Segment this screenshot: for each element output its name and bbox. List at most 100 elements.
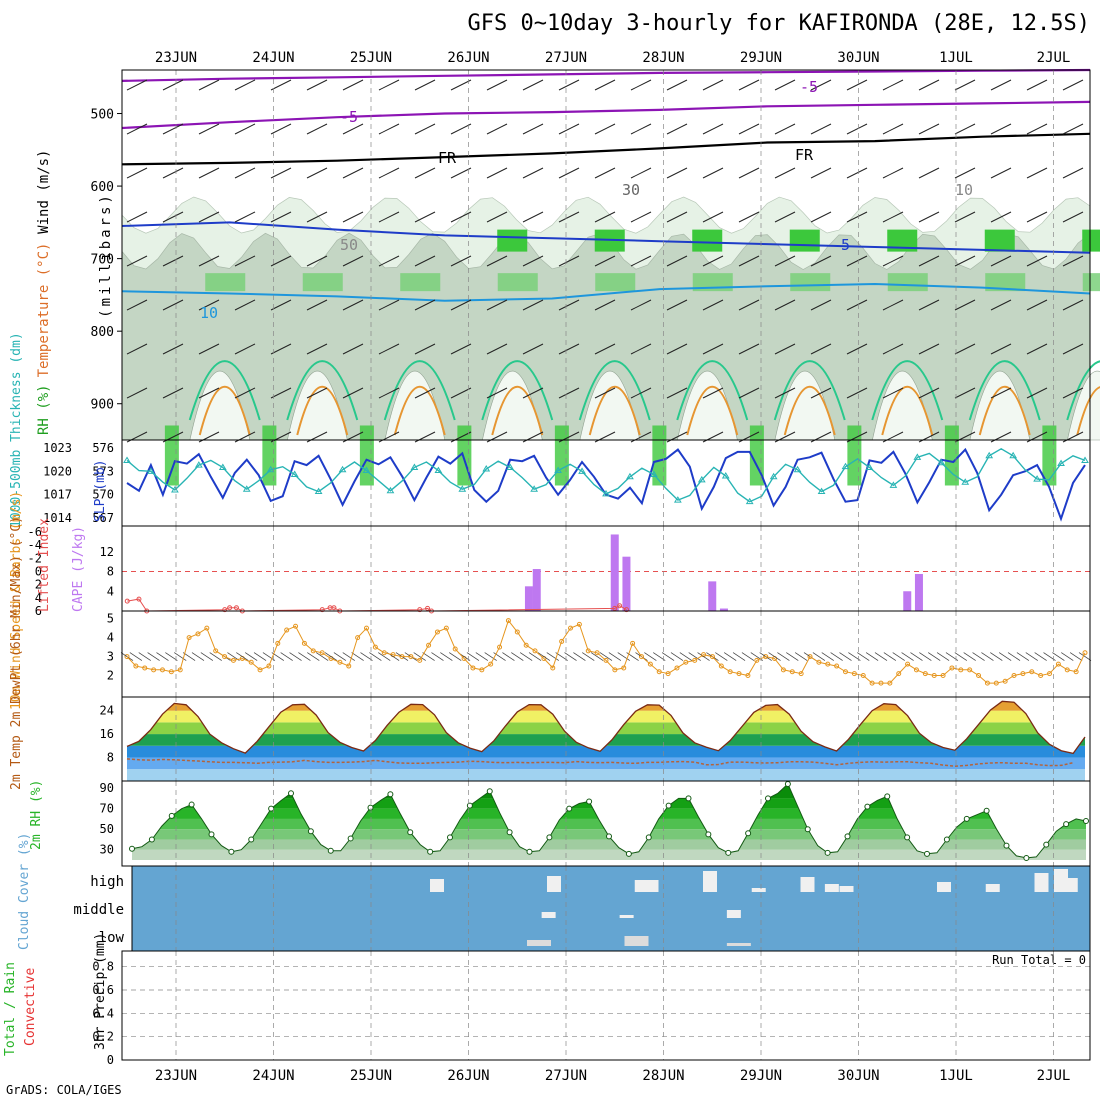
temp-20-contour	[1076, 386, 1100, 436]
rh-point	[745, 830, 752, 837]
wind-barb	[191, 652, 205, 661]
cloud-level-label: middle	[73, 902, 124, 918]
wind-point	[293, 623, 299, 629]
bottom-date-label: 1JUL	[939, 1068, 973, 1084]
wind-barb	[630, 211, 652, 223]
cloud-high-bar	[430, 879, 444, 892]
rh-point	[725, 849, 732, 856]
slp-tick-label: 1020	[43, 464, 72, 478]
wind-point	[505, 618, 511, 624]
temp-10-line	[121, 282, 1091, 302]
thickness-marker	[506, 463, 515, 470]
rh-green-patch	[887, 229, 918, 252]
thickness-marker	[602, 489, 610, 497]
cloud-level-label: low	[99, 930, 125, 946]
temp-15-contour	[188, 360, 261, 421]
wind-point	[576, 621, 582, 627]
wind-point	[718, 663, 724, 669]
wind-barb	[450, 167, 472, 179]
wind-barb	[450, 299, 472, 311]
wind-barb	[270, 387, 292, 399]
wind-barb	[954, 387, 976, 399]
rh-green-patch	[205, 273, 246, 292]
rh-green-patch	[400, 273, 441, 292]
li-point	[623, 607, 629, 613]
cape-bar	[903, 591, 912, 611]
wind-point	[257, 667, 263, 673]
wind-barb	[126, 255, 148, 267]
wind-barb	[270, 299, 292, 311]
wind-barb	[162, 211, 184, 223]
temp-20-contour	[881, 386, 934, 436]
thickness-tick-label: 573	[92, 464, 114, 478]
wind-point	[124, 654, 130, 660]
rh-point	[1023, 854, 1030, 861]
wind-barb	[126, 299, 148, 311]
temp-band	[127, 701, 1085, 711]
wind-barb	[414, 299, 436, 311]
wind-barb	[901, 652, 914, 661]
wind-barb	[126, 211, 148, 223]
temp-15-contour	[481, 360, 554, 421]
cloud-mid-bar	[541, 912, 556, 918]
wind-barb	[666, 387, 688, 399]
wind-barb	[546, 652, 559, 661]
temp-20-contour	[296, 386, 349, 436]
contour-label: 50	[340, 236, 358, 254]
rh-point	[705, 831, 712, 838]
rh-point	[208, 831, 215, 838]
ylabel-part: Temperature (°C)	[36, 243, 52, 378]
wind-barb	[892, 652, 905, 661]
minus10-line	[121, 68, 1091, 82]
cloud-low-bar	[527, 940, 551, 946]
wind-barb	[156, 652, 169, 661]
rh-point	[645, 834, 652, 841]
wind-barb	[234, 211, 256, 223]
rh-point	[427, 848, 434, 855]
thickness-marker	[1081, 456, 1089, 463]
wind-barb	[558, 123, 580, 135]
cape-bar	[914, 573, 923, 611]
wind-barb	[918, 167, 940, 179]
wind-barb	[342, 167, 364, 179]
wind-point	[417, 657, 423, 663]
thickness-marker	[266, 465, 275, 473]
wind-barb	[165, 652, 178, 661]
rh-green-patch	[302, 273, 343, 292]
wind-barb	[573, 652, 586, 661]
cloud-high-bar	[937, 882, 951, 892]
wind-barb	[630, 167, 652, 179]
wind-barb	[306, 387, 328, 399]
wind-barb	[697, 652, 710, 661]
bottom-date-label: 2JUL	[1037, 1068, 1071, 1084]
wind-barb	[738, 387, 760, 399]
wind-barb	[558, 167, 580, 179]
cloud-ylabel-text: Cloud Cover (%)	[17, 833, 32, 950]
wind-point	[204, 625, 210, 631]
y-tick-label: 900	[91, 398, 114, 413]
wind-barb	[537, 652, 551, 661]
thickness-marker	[721, 472, 730, 479]
thickness-marker	[985, 451, 994, 459]
li-tick-label: 2	[35, 578, 42, 592]
wind-barb	[972, 652, 985, 661]
wind-barb	[774, 343, 796, 355]
rh-point	[586, 798, 593, 805]
wind-point	[337, 659, 343, 665]
wind-barb	[702, 167, 724, 179]
thickness-marker	[123, 456, 131, 463]
wind-barb	[450, 255, 472, 267]
thickness-marker	[458, 485, 467, 492]
wind-point	[905, 661, 911, 667]
wind-barb	[738, 123, 760, 135]
wind-barb	[147, 652, 160, 661]
wind-barb	[630, 255, 652, 267]
wind-barb	[378, 167, 400, 179]
temp-band	[127, 769, 1085, 781]
wind-point	[1082, 650, 1088, 656]
rh-tick-label: 30	[100, 843, 114, 857]
wind-barb	[774, 255, 796, 267]
wind-barb	[306, 167, 328, 179]
thickness-marker	[937, 458, 946, 466]
wind-barb	[774, 79, 796, 91]
